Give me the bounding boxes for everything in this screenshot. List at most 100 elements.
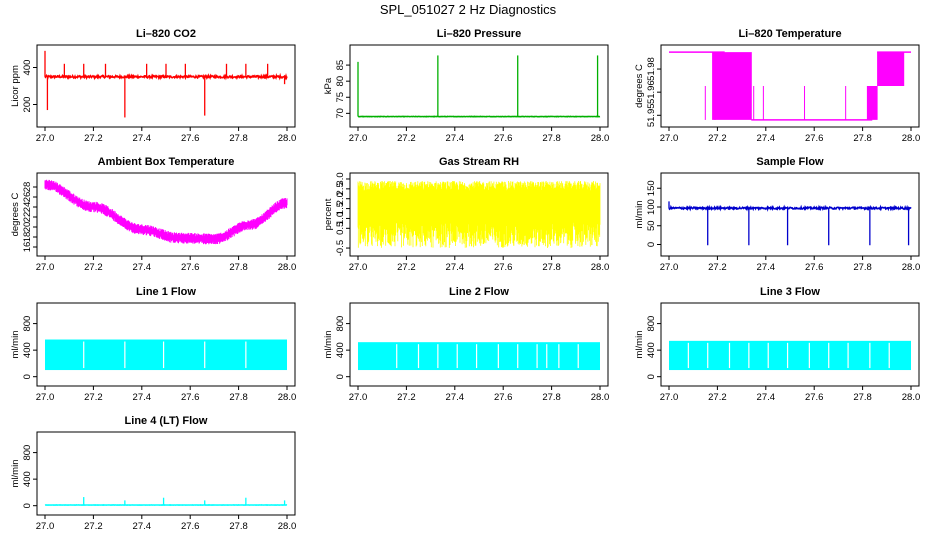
panel-title: Li–820 Temperature [738,28,841,40]
x-tick-label: 27.8 [229,262,248,273]
y-tick-label: -0.5 [335,240,346,256]
y-axis-label: ml/min [634,201,645,229]
x-tick-label: 27.4 [757,392,776,403]
series-band [712,52,905,120]
x-tick-label: 27.6 [181,262,200,273]
x-tick-label: 27.6 [805,133,824,144]
y-tick-label: 400 [22,342,33,358]
y-tick-label: 0 [646,374,657,379]
y-tick-label: 800 [646,316,657,332]
y-tick-label: 0.5 [335,222,346,235]
panel-title: Line 4 (LT) Flow [125,415,208,427]
y-tick-label: 50 [646,220,657,231]
panel-1: Li–820 CO2 27.0 27.2 27.4 27.6 27.8 28.0 200 400… [10,28,296,144]
panel-9: Line 3 Flow 27.0 27.2 27.4 27.6 27.8 28.0 0 400 8… [634,286,920,403]
x-tick-label: 27.4 [757,133,776,144]
x-tick-label: 27.6 [805,392,824,403]
x-tick-label: 27.4 [446,262,465,273]
x-tick-label: 27.8 [229,133,248,144]
x-tick-label: 27.2 [84,521,103,532]
panel-10: Line 4 (LT) Flow 27.0 27.2 27.4 27.6 27.8 28.0… [10,415,296,532]
x-tick-label: 27.4 [133,392,152,403]
x-tick-label: 27.4 [446,133,465,144]
x-tick-label: 27.8 [542,392,561,403]
x-tick-label: 28.0 [591,262,610,273]
x-tick-label: 27.4 [757,262,776,273]
y-axis-label: degrees C [10,192,21,236]
y-tick-label: 70 [335,108,346,119]
plot-frame [36,302,296,387]
panel-title: Ambient Box Temperature [98,156,235,168]
plot-frame [660,172,920,257]
x-tick-label: 28.0 [278,262,297,273]
x-tick-label: 27.6 [181,133,200,144]
x-tick-label: 27.0 [349,392,368,403]
plot-frame [36,431,296,516]
x-tick-label: 27.8 [542,262,561,273]
y-tick-label: 28 [22,182,33,193]
x-tick-label: 27.6 [494,133,513,144]
y-tick-label: 800 [22,316,33,332]
panel-title: Li–820 Pressure [437,28,521,40]
y-tick-label: 100 [646,199,657,215]
series-band [357,181,601,248]
series-block [358,342,600,371]
panel-7: Line 1 Flow 27.0 27.2 27.4 27.6 27.8 28.0 0 400 8… [10,286,296,403]
plot-frame [36,44,296,128]
panel-8: Line 2 Flow 27.0 27.2 27.4 27.6 27.8 28.0 0 400 8… [323,286,609,403]
x-tick-label: 27.4 [133,521,152,532]
x-tick-label: 28.0 [278,392,297,403]
x-tick-label: 27.0 [36,133,55,144]
y-tick-label: 75 [335,92,346,103]
panel-title: Line 3 Flow [760,286,820,298]
x-tick-label: 28.0 [902,262,921,273]
x-tick-label: 27.2 [397,133,416,144]
y-tick-label: 0 [335,374,346,379]
y-tick-label: 400 [22,60,33,76]
x-tick-label: 27.6 [181,392,200,403]
panel-2: Li–820 Pressure 27.0 27.2 27.4 27.6 27.8 28.0 7… [323,28,609,144]
x-tick-label: 27.2 [84,262,103,273]
y-tick-label: 18 [22,232,33,243]
x-tick-label: 27.6 [494,392,513,403]
y-tick-label: 0 [22,374,33,379]
x-tick-label: 27.6 [181,521,200,532]
x-tick-label: 27.2 [708,133,727,144]
y-tick-label: 800 [335,316,346,332]
panel-5: Gas Stream RH 27.0 27.2 27.4 27.6 27.8 28.0 -0.… [323,156,609,273]
x-tick-label: 28.0 [278,521,297,532]
x-tick-label: 27.2 [84,392,103,403]
x-tick-label: 27.0 [36,392,55,403]
x-tick-label: 27.8 [229,521,248,532]
y-tick-label: 26 [22,192,33,203]
x-tick-label: 27.2 [84,133,103,144]
x-tick-label: 27.8 [853,133,872,144]
figure-title: SPL_051027 2 Hz Diagnostics [379,2,557,17]
panel-3: Li–820 Temperature 27.0 27.2 27.4 27.6 27.8 28… [634,28,920,144]
x-tick-label: 27.6 [494,262,513,273]
x-tick-label: 27.0 [349,133,368,144]
panel-title: Li–820 CO2 [136,28,196,40]
y-tick-label: 2.5 [335,182,346,195]
plot-frame [36,172,296,257]
y-tick-label: 400 [646,342,657,358]
x-tick-label: 27.2 [397,392,416,403]
x-tick-label: 27.6 [805,262,824,273]
x-tick-label: 27.4 [133,262,152,273]
x-tick-label: 28.0 [591,133,610,144]
panel-title: Line 1 Flow [136,286,196,298]
x-tick-label: 27.8 [542,133,561,144]
plot-frame [660,302,920,387]
plot-frame [349,302,609,387]
x-tick-label: 27.0 [36,262,55,273]
x-tick-label: 28.0 [591,392,610,403]
series-line [668,204,912,212]
y-tick-label: 22 [22,212,33,223]
y-tick-label: 1.0 [335,212,346,225]
y-tick-label: 20 [22,222,33,233]
y-tick-label: 400 [22,471,33,487]
y-axis-label: percent [323,198,334,230]
panel-4: Ambient Box Temperature 27.0 27.2 27.4 27.6 2… [10,156,296,273]
